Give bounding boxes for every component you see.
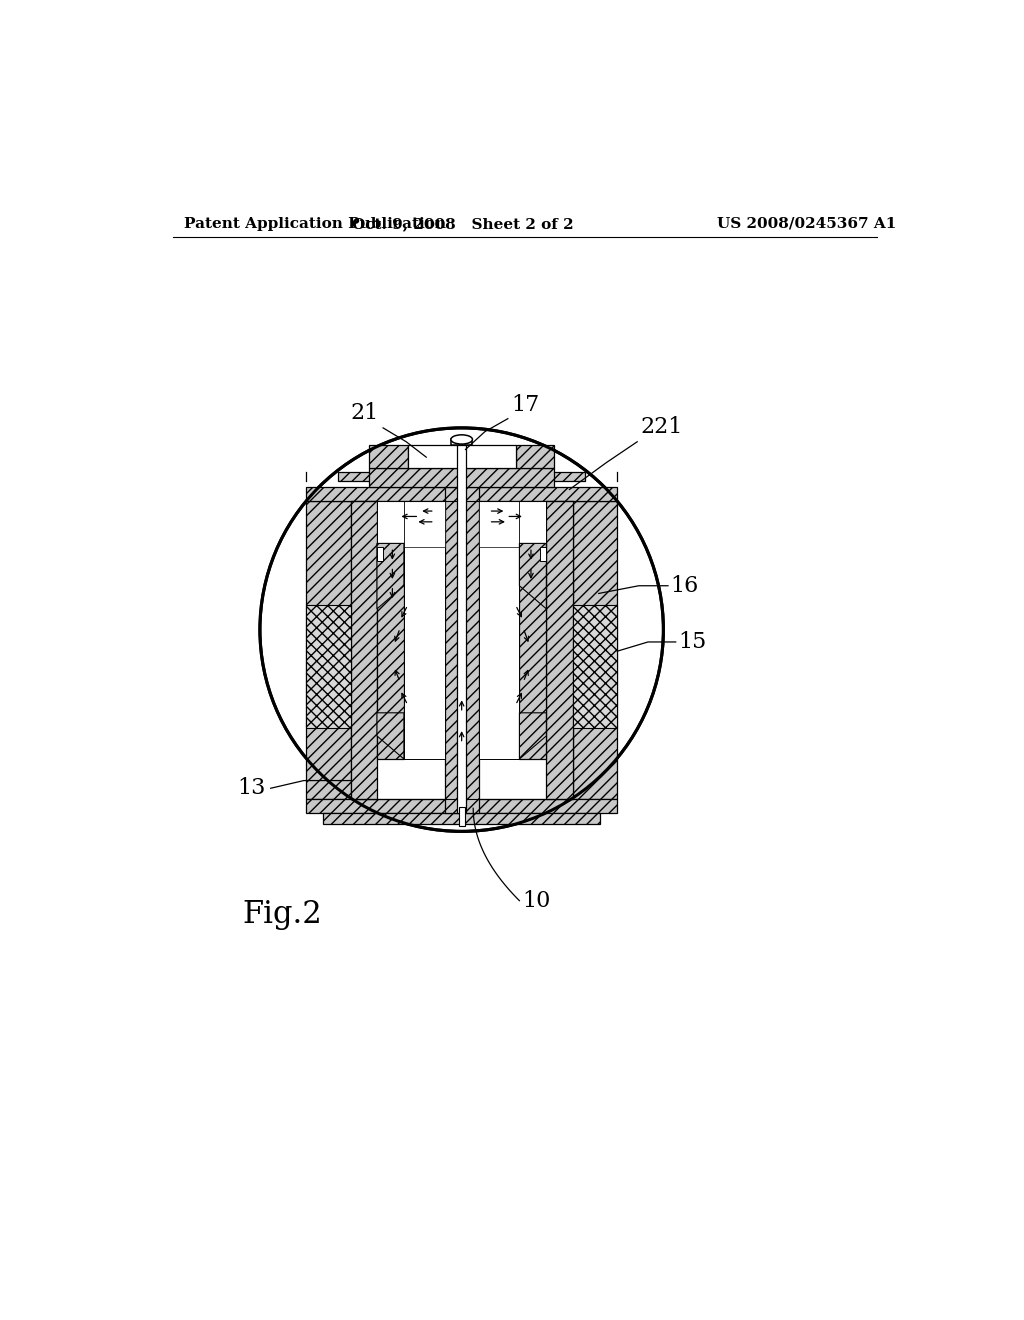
- Text: 15: 15: [678, 631, 707, 653]
- Text: 17: 17: [511, 393, 540, 416]
- Polygon shape: [408, 445, 515, 469]
- Text: Fig.2: Fig.2: [243, 899, 322, 931]
- Text: 10: 10: [522, 890, 551, 912]
- Polygon shape: [339, 471, 585, 480]
- Polygon shape: [377, 502, 403, 548]
- Polygon shape: [306, 799, 617, 813]
- Polygon shape: [323, 813, 600, 825]
- Polygon shape: [306, 502, 351, 799]
- Polygon shape: [478, 544, 519, 759]
- Text: 16: 16: [671, 574, 698, 597]
- Polygon shape: [444, 487, 478, 813]
- Text: Oct. 9, 2008   Sheet 2 of 2: Oct. 9, 2008 Sheet 2 of 2: [352, 216, 574, 231]
- Polygon shape: [541, 548, 547, 561]
- Polygon shape: [515, 445, 554, 469]
- Polygon shape: [403, 502, 444, 548]
- Polygon shape: [351, 502, 377, 799]
- Polygon shape: [377, 544, 403, 609]
- Polygon shape: [370, 445, 408, 469]
- Ellipse shape: [451, 434, 472, 444]
- Circle shape: [260, 428, 664, 832]
- Polygon shape: [306, 605, 351, 729]
- Polygon shape: [547, 502, 572, 799]
- Polygon shape: [403, 544, 444, 759]
- Polygon shape: [451, 440, 472, 445]
- Polygon shape: [377, 544, 403, 759]
- Polygon shape: [519, 502, 547, 548]
- Text: Patent Application Publication: Patent Application Publication: [184, 216, 446, 231]
- Polygon shape: [459, 807, 465, 826]
- Polygon shape: [519, 713, 547, 759]
- Polygon shape: [306, 487, 617, 502]
- Text: 21: 21: [350, 403, 379, 424]
- Polygon shape: [377, 713, 403, 759]
- Text: 13: 13: [237, 777, 265, 799]
- Polygon shape: [519, 544, 547, 609]
- Polygon shape: [572, 605, 617, 729]
- Polygon shape: [572, 502, 617, 799]
- Text: US 2008/0245367 A1: US 2008/0245367 A1: [717, 216, 897, 231]
- Polygon shape: [478, 502, 519, 548]
- Text: 221: 221: [640, 416, 683, 438]
- Polygon shape: [377, 548, 383, 561]
- Polygon shape: [457, 445, 466, 813]
- Polygon shape: [370, 469, 554, 487]
- Polygon shape: [519, 544, 547, 759]
